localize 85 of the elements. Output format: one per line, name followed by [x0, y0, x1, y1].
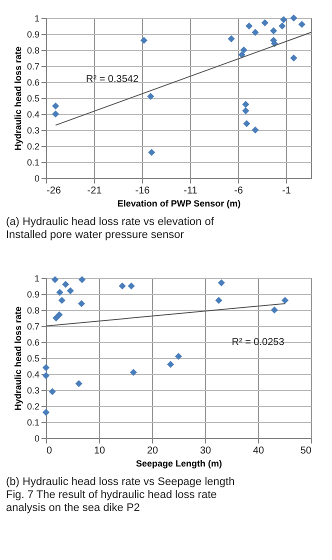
- y-tick-label: 0.9: [26, 30, 40, 40]
- point: [147, 92, 154, 100]
- y-tick-label: 0.4: [26, 370, 40, 380]
- y-tick-label: 0.2: [26, 142, 40, 152]
- point: [290, 54, 298, 62]
- point: [52, 102, 60, 110]
- point: [270, 306, 278, 314]
- point: [242, 107, 250, 114]
- x-axis-title: Elevation of PWP Sensor (m): [117, 198, 241, 208]
- x-tick-label: 20: [146, 446, 158, 456]
- caption: Fig. 7 The result of hydraulic head loss rate analysis on the sea dike P2: [6, 489, 217, 514]
- y-tick-label: 0.3: [26, 126, 40, 136]
- point: [252, 126, 259, 134]
- y-tick-label: 0.1: [26, 158, 40, 168]
- point: [278, 22, 286, 30]
- y-tick-label: 0.7: [26, 322, 40, 332]
- point: [130, 368, 137, 376]
- x-tick-label: 30: [200, 446, 212, 456]
- y-tick-label: 0.5: [26, 354, 40, 364]
- annotation: R² = 0.0253: [232, 337, 285, 348]
- point: [42, 408, 50, 416]
- y-tick-label: 0.3: [26, 386, 40, 396]
- point: [48, 388, 56, 396]
- x-tick-label: -11: [184, 186, 198, 196]
- x-tick-label: 40: [252, 446, 264, 456]
- point: [66, 287, 74, 294]
- point: [240, 46, 248, 54]
- x-tick-label: 10: [94, 446, 106, 456]
- point: [261, 19, 268, 26]
- point: [215, 296, 222, 304]
- point: [58, 296, 66, 304]
- point: [242, 100, 250, 108]
- text: (a) Hydraulic head loss rate vs elevation of Installed pore water pressure sensor: [6, 216, 215, 241]
- y-tick-label: 0.7: [26, 62, 40, 72]
- x-tick-label: 0: [46, 446, 52, 456]
- y-tick-label: 0.1: [26, 418, 40, 428]
- point: [42, 364, 50, 372]
- y-axis-title: Hydraulic head loss rate: [12, 46, 23, 151]
- point: [148, 148, 156, 156]
- point: [290, 14, 298, 22]
- point: [56, 288, 64, 296]
- y-tick-label: 0.9: [26, 290, 40, 300]
- y-tick-label: 0: [34, 434, 40, 444]
- point: [52, 110, 60, 118]
- y-tick-label: 0.8: [26, 46, 40, 56]
- point: [252, 28, 259, 36]
- text: (b) Hydraulic head loss rate vs Seepage length: [6, 476, 235, 488]
- point: [75, 380, 82, 388]
- point: [228, 35, 235, 42]
- point: [140, 36, 148, 44]
- point: [270, 27, 278, 34]
- x-tick-label: -26: [46, 186, 62, 196]
- y-tick-label: 1: [34, 274, 40, 284]
- y-axis-title: Hydraulic head loss rate: [12, 306, 23, 411]
- point: [246, 22, 253, 30]
- x-tick-label: 50: [300, 446, 312, 456]
- point: [42, 372, 50, 380]
- point: [118, 282, 126, 290]
- x-tick-label: -16: [135, 186, 150, 196]
- y-tick-label: 0.8: [26, 306, 40, 316]
- y-tick-label: 0.4: [26, 110, 40, 120]
- point: [78, 276, 86, 284]
- point: [280, 16, 288, 24]
- point: [218, 279, 225, 286]
- y-tick-label: 0.2: [26, 402, 40, 412]
- x-axis-title: Seepage Length (m): [136, 458, 222, 468]
- x-tick-label: -1: [282, 186, 292, 196]
- point: [56, 311, 63, 318]
- point: [298, 20, 306, 28]
- point: [128, 282, 135, 290]
- point: [51, 276, 59, 284]
- y-tick-label: 0.5: [26, 94, 40, 104]
- point: [243, 120, 250, 128]
- x-tick-label: -21: [87, 186, 102, 196]
- y-tick-label: 0.6: [26, 78, 40, 88]
- point: [167, 360, 174, 368]
- point: [62, 280, 70, 288]
- point: [78, 300, 86, 308]
- annotation: R² = 0.3542: [86, 74, 139, 85]
- y-tick-label: 0.6: [26, 338, 40, 348]
- y-tick-label: 1: [34, 14, 40, 24]
- point: [281, 296, 289, 304]
- x-tick-label: -6: [234, 186, 244, 196]
- point: [174, 352, 182, 360]
- y-tick-label: 0: [34, 174, 40, 184]
